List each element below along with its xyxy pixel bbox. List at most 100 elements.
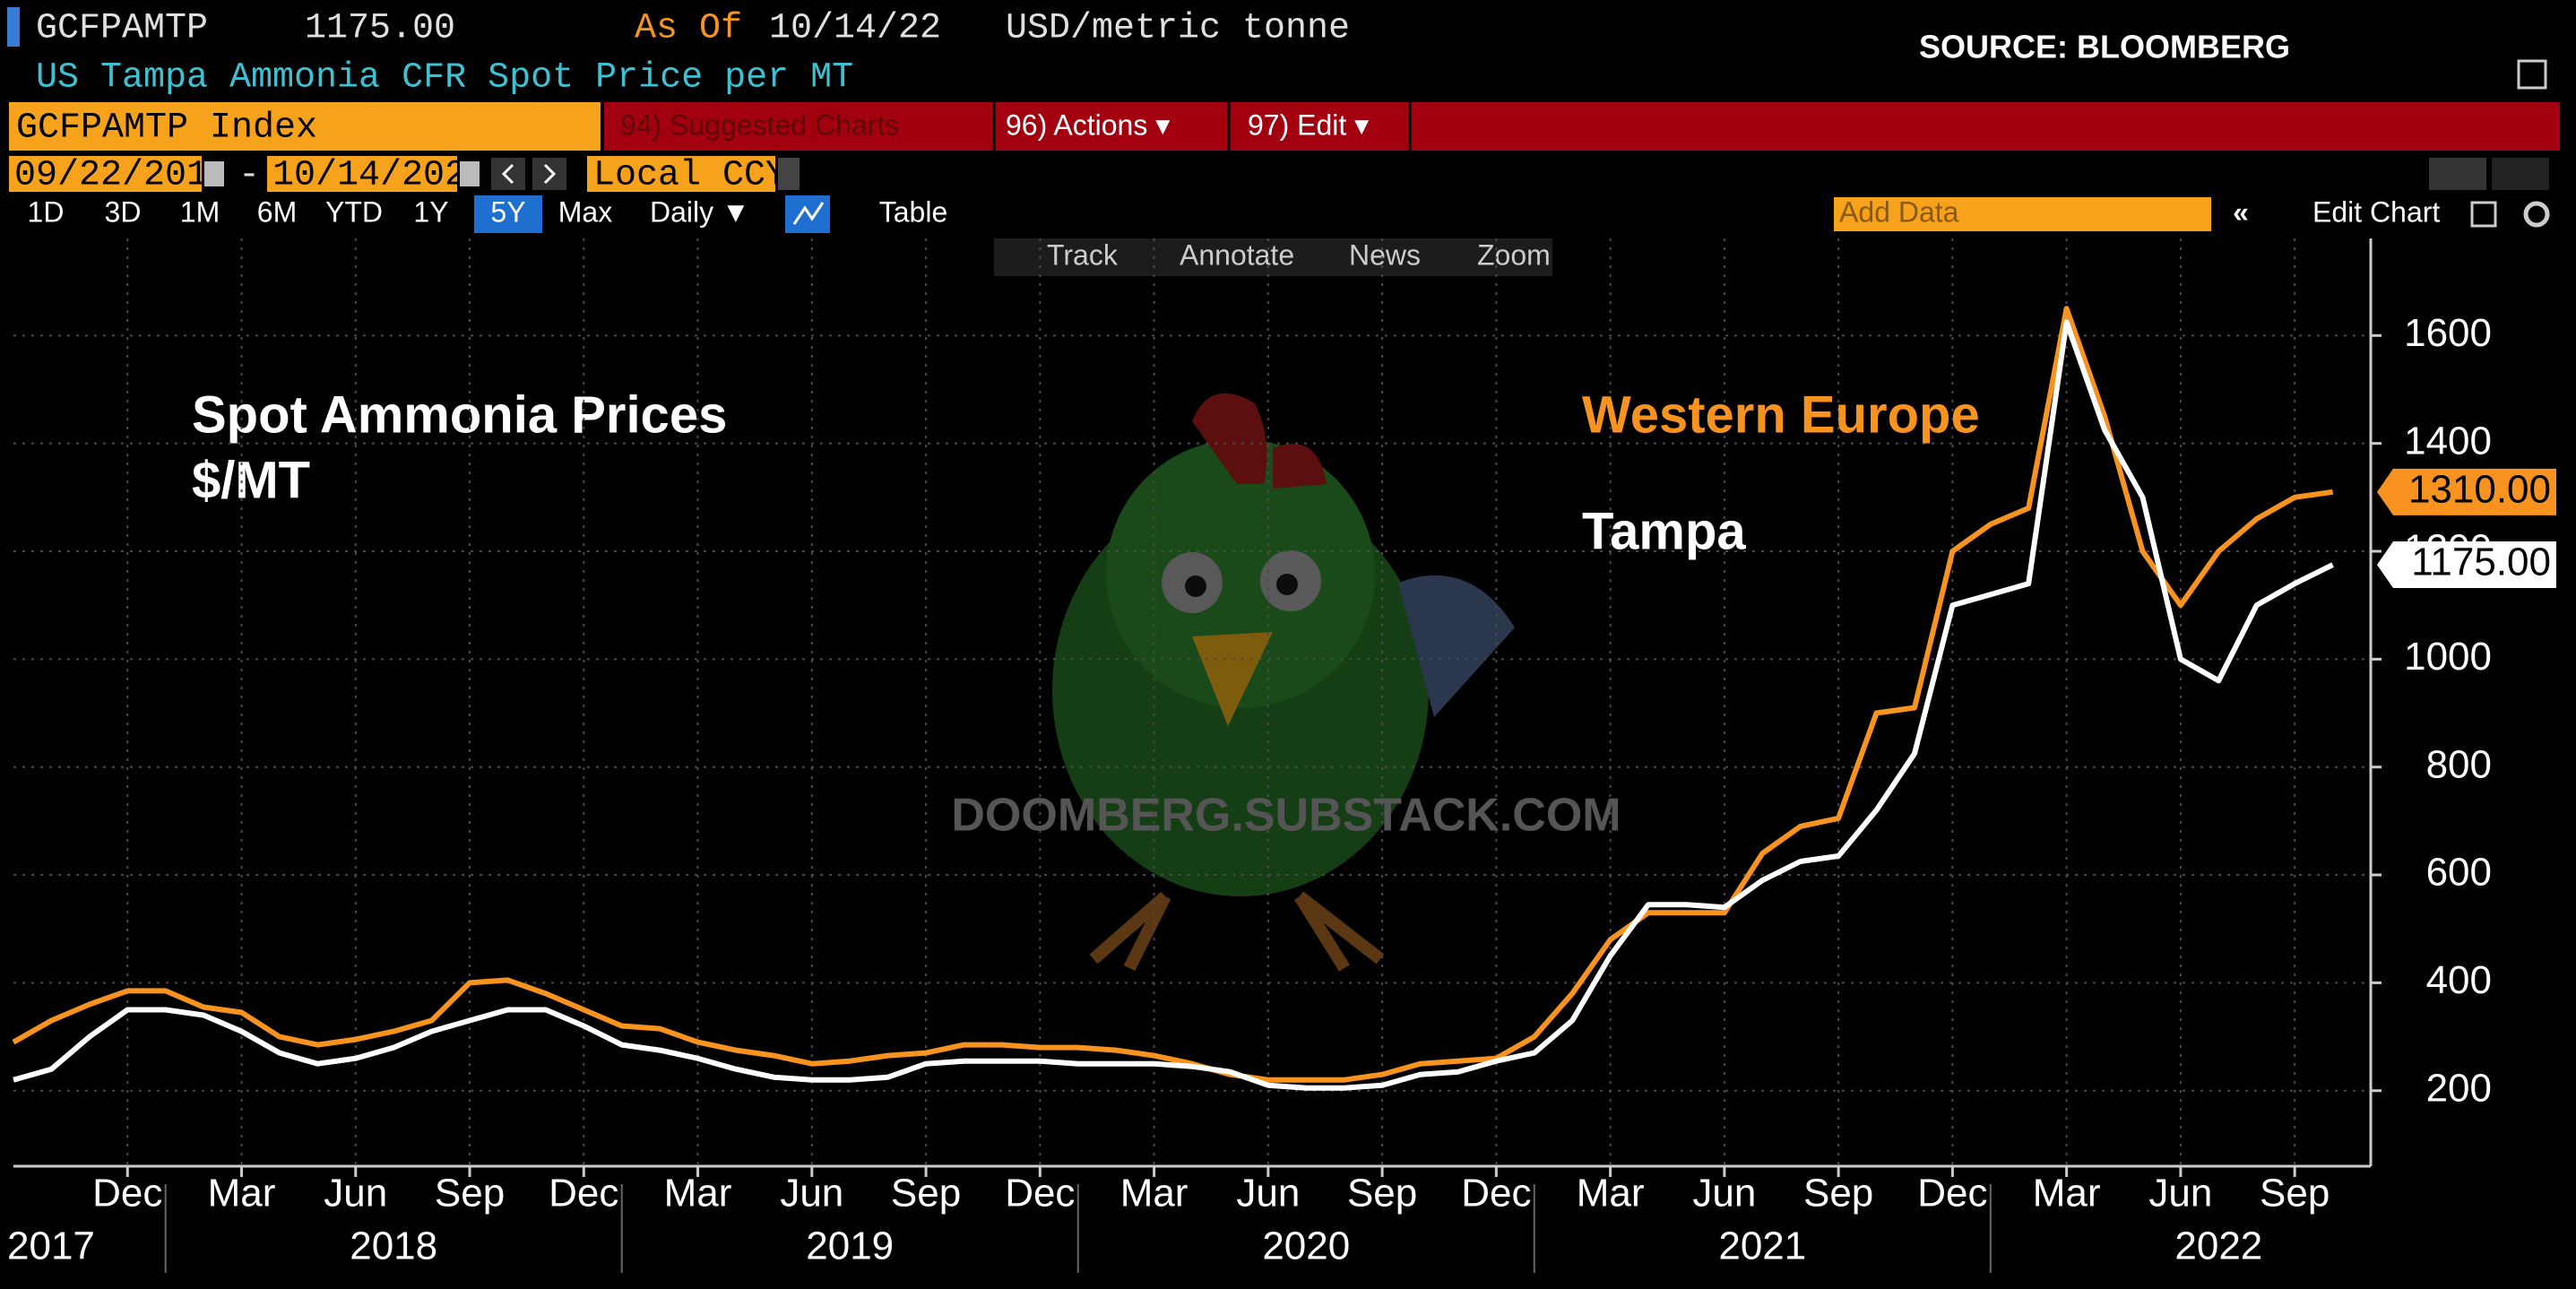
prev-button[interactable] — [491, 158, 525, 190]
units: USD/metric tonne — [1006, 9, 1350, 49]
year-label: 2018 — [350, 1224, 437, 1268]
menu-bar — [604, 102, 2560, 151]
description: US Tampa Ammonia CFR Spot Price per MT — [36, 58, 853, 99]
undo-button[interactable] — [2429, 158, 2486, 190]
security-box[interactable] — [9, 102, 601, 151]
x-tick-label: Sep — [2260, 1172, 2330, 1215]
edit-icon[interactable] — [2470, 201, 2497, 228]
chart-tool[interactable]: Annotate — [1180, 238, 1294, 271]
end-date: 10/14/2022 — [272, 156, 488, 196]
table-view[interactable]: Table — [879, 195, 948, 228]
y-tick-label: 800 — [2426, 742, 2492, 786]
date-separator: - — [238, 156, 260, 196]
menu-item[interactable]: 94) Suggested Charts — [620, 108, 899, 141]
x-tick-label: Mar — [1120, 1172, 1189, 1215]
year-label: 2019 — [806, 1224, 894, 1268]
period-button[interactable]: 1M — [180, 195, 220, 228]
add-data: Add Data — [1839, 195, 1959, 228]
x-tick-label: Mar — [1577, 1172, 1645, 1215]
frequency[interactable]: Daily ▼ — [650, 195, 750, 228]
last-price: 1175.00 — [305, 9, 455, 49]
x-tick-label: Jun — [1692, 1172, 1756, 1215]
calendar-icon[interactable] — [204, 161, 224, 186]
x-tick-label: Mar — [664, 1172, 732, 1215]
period-button[interactable]: 6M — [257, 195, 297, 228]
year-label: 2020 — [1262, 1224, 1350, 1268]
value-label: 1175.00 — [2411, 541, 2551, 584]
x-tick-label: Mar — [2033, 1172, 2101, 1215]
currency-dropdown[interactable] — [778, 158, 800, 190]
x-tick-label: Jun — [2148, 1172, 2212, 1215]
x-tick-label: Jun — [780, 1172, 843, 1215]
legend-label: Tampa — [1582, 502, 1746, 560]
ticker-marker — [7, 7, 20, 47]
x-tick-label: Dec — [92, 1172, 162, 1215]
start-date: 09/22/2017 — [14, 156, 229, 196]
period-button[interactable]: 1D — [28, 195, 65, 228]
chart-tool[interactable]: News — [1349, 238, 1421, 271]
y-tick-label: 200 — [2426, 1066, 2492, 1110]
calendar-icon[interactable] — [460, 161, 480, 186]
settings-icon[interactable] — [2523, 201, 2550, 228]
plot: 2004006008001000120014001600DecMarJunSep… — [7, 238, 2556, 1273]
chart-toolbar — [994, 238, 1552, 276]
x-tick-label: Jun — [1236, 1172, 1300, 1215]
as-of-date: 10/14/22 — [769, 9, 941, 49]
redo-button[interactable] — [2492, 158, 2549, 190]
period-button[interactable]: YTD — [325, 195, 383, 228]
menu-item[interactable]: 97) Edit ▾ — [1248, 108, 1369, 141]
period-bar: 1D 3D 1M 6M YTD 1Y 5Y Max — [28, 195, 612, 233]
y-tick-label: 600 — [2426, 851, 2492, 895]
chart-tool[interactable]: Track — [1047, 238, 1119, 271]
year-label: 2017 — [7, 1224, 95, 1268]
as-of-label: As Of — [635, 9, 742, 49]
period-button[interactable]: 5Y — [490, 195, 525, 228]
x-tick-label: Dec — [549, 1172, 618, 1215]
annotation: Spot Ammonia Prices — [192, 385, 727, 444]
y-tick-label: 1400 — [2404, 419, 2492, 463]
watermark-logo — [1052, 393, 1515, 972]
x-tick-label: Dec — [1005, 1172, 1075, 1215]
x-tick-label: Sep — [435, 1172, 505, 1215]
x-tick-label: Jun — [324, 1172, 387, 1215]
legend-label: Western Europe — [1582, 385, 1980, 444]
annotation: $/MT — [192, 451, 310, 509]
watermark: DOOMBERG.SUBSTACK.COM — [951, 790, 1621, 842]
source: SOURCE: BLOOMBERG — [1919, 29, 2290, 65]
line-series — [12, 306, 2334, 1083]
x-tick-label: Sep — [1803, 1172, 1873, 1215]
value-label-box — [2377, 468, 2556, 515]
prev-arrow — [501, 163, 514, 185]
collapse-icon[interactable]: « — [2233, 195, 2249, 228]
x-tick-label: Sep — [1347, 1172, 1417, 1215]
year-label: 2022 — [2174, 1224, 2262, 1268]
security: GCFPAMTP Index — [16, 108, 317, 149]
x-tick-label: Sep — [891, 1172, 961, 1215]
period-button[interactable]: 1Y — [413, 195, 448, 228]
next-arrow — [543, 163, 557, 185]
line-series — [13, 319, 2334, 1091]
edit-chart[interactable]: Edit Chart — [2312, 195, 2440, 228]
value-label-box — [2377, 541, 2556, 589]
year-label: 2021 — [1718, 1224, 1806, 1268]
x-tick-label: Dec — [1917, 1172, 1987, 1215]
y-tick-label: 1000 — [2404, 635, 2492, 679]
period-button[interactable]: Max — [558, 195, 612, 228]
chart-tools: Track Annotate News Zoom — [1047, 238, 1551, 271]
y-tick-label: 400 — [2426, 958, 2492, 1002]
next-button[interactable] — [532, 158, 566, 190]
value-label: 1310.00 — [2408, 467, 2551, 511]
currency: Local CCY — [593, 156, 787, 196]
period-button[interactable]: 3D — [105, 195, 142, 228]
start-date-box[interactable] — [9, 156, 202, 192]
end-date-box[interactable] — [267, 156, 457, 192]
currency-box[interactable] — [587, 156, 775, 192]
chart-tool[interactable]: Zoom — [1477, 238, 1551, 271]
x-tick-label: Dec — [1461, 1172, 1531, 1215]
menu-item[interactable]: 96) Actions ▾ — [1006, 108, 1170, 141]
ticker: GCFPAMTP — [36, 9, 208, 49]
popout-icon[interactable] — [2517, 59, 2547, 90]
chart-icon-glyph — [792, 202, 825, 225]
add-data-box[interactable] — [1834, 197, 2211, 231]
